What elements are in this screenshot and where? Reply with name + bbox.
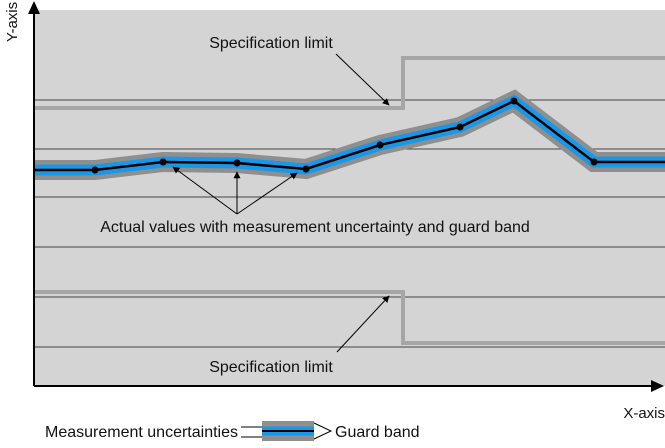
lower-spec-limit-label: Specification limit <box>209 359 333 376</box>
actual-values-callout-arrow <box>172 166 238 215</box>
actual-values-callout-arrow <box>236 172 298 215</box>
callout-arrows <box>172 53 390 353</box>
measurement-point <box>456 123 464 131</box>
measurement-point <box>159 158 167 166</box>
x-axis-arrow <box>651 380 664 392</box>
measurement-point <box>590 158 598 166</box>
actual-values-line <box>34 99 665 172</box>
measurement-point <box>233 159 241 167</box>
lower-spec-callout-arrow <box>336 295 390 353</box>
upper-spec-limit-line <box>34 56 665 110</box>
actual-values-label: Actual values with measurement uncertain… <box>100 219 530 236</box>
lower-spec-limit-line <box>34 290 665 345</box>
measurement-point <box>302 165 310 173</box>
upper-spec-limit-label: Specification limit <box>209 35 333 52</box>
x-axis-label: X-axis <box>623 405 665 422</box>
y-axis-arrow <box>28 1 40 14</box>
legend-measurement-uncertainties-label: Measurement uncertainties <box>45 424 238 441</box>
plot-background <box>34 10 665 386</box>
legend-guard-band-label: Guard band <box>335 424 420 441</box>
legend: Measurement uncertainties Guard band <box>45 421 420 441</box>
measurement-point <box>91 166 99 174</box>
y-axis-label: Y-axis <box>4 2 21 42</box>
measurement-point <box>376 141 384 149</box>
measurement-points <box>91 97 598 174</box>
upper-spec-callout-arrow <box>335 53 390 106</box>
legend-guard-band-leader <box>313 422 333 440</box>
measurement-point <box>510 97 518 105</box>
